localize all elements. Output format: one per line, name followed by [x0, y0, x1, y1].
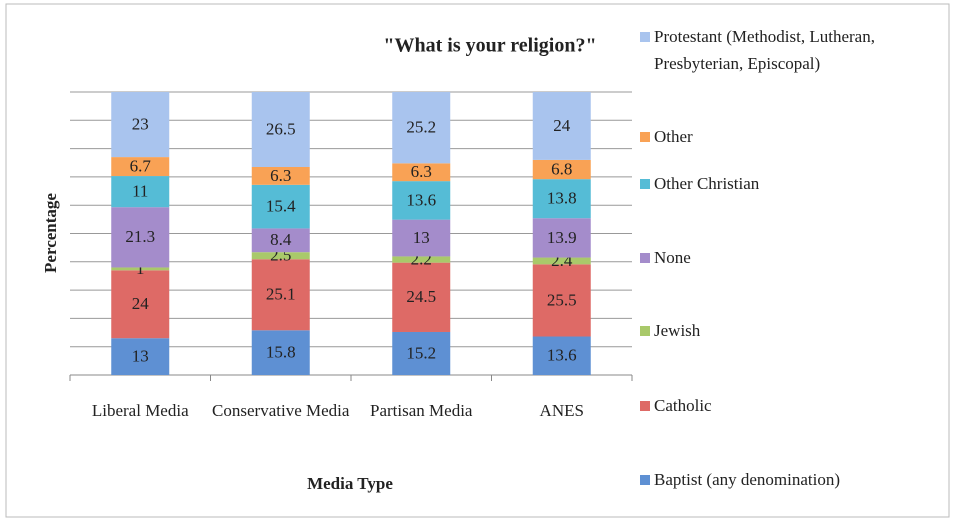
x-tick-label: Conservative Media	[212, 401, 350, 420]
bar-segment	[251, 166, 310, 185]
legend-item: None	[640, 244, 955, 271]
legend-item: Catholic	[640, 392, 955, 419]
data-label: 13.8	[547, 189, 577, 208]
bar-segment	[111, 176, 170, 208]
data-label: 1	[136, 259, 145, 278]
bar-segment	[532, 179, 591, 219]
legend-label: Other	[654, 127, 693, 146]
data-label: 6.3	[411, 162, 432, 181]
data-label: 8.4	[270, 230, 292, 249]
x-tick-label: ANES	[539, 401, 584, 420]
data-label: 24.5	[406, 287, 436, 306]
data-label: 21.3	[125, 227, 155, 246]
legend-item: Other	[640, 123, 955, 150]
bar-segment	[392, 262, 451, 332]
data-label: 13	[413, 228, 430, 247]
legend-swatch	[640, 401, 650, 411]
x-tick-label: Partisan Media	[370, 401, 473, 420]
data-label: 13	[132, 347, 149, 366]
bar-segment	[532, 336, 591, 375]
legend-label: Protestant (Methodist, Lutheran, Presbyt…	[654, 27, 875, 73]
legend-label: Catholic	[654, 396, 712, 415]
x-tick-label: Liberal Media	[91, 401, 189, 420]
legend-swatch	[640, 32, 650, 42]
data-label: 24	[553, 116, 571, 135]
y-axis-label: Percentage	[41, 193, 60, 273]
bar-segment	[251, 252, 310, 260]
bar-segment	[392, 331, 451, 375]
data-label: 6.8	[551, 159, 572, 178]
bar-segment	[111, 157, 170, 177]
bar-segment	[392, 256, 451, 263]
bar-segment	[392, 92, 451, 164]
data-label: 13.6	[547, 346, 577, 365]
data-label: 6.7	[130, 156, 152, 175]
legend-swatch	[640, 326, 650, 336]
data-label: 15.2	[406, 343, 436, 362]
data-label: 15.4	[266, 197, 296, 216]
legend-item: Baptist (any denomination)	[640, 466, 955, 493]
x-axis-label: Media Type	[307, 474, 393, 493]
legend-swatch	[640, 475, 650, 485]
legend-label: Baptist (any denomination)	[654, 470, 841, 489]
bar-segment	[111, 92, 170, 158]
legend-item: Other Christian	[640, 170, 955, 197]
legend-swatch	[640, 253, 650, 263]
bar-segment	[392, 181, 451, 220]
data-label: 11	[132, 182, 148, 201]
data-label: 26.5	[266, 119, 296, 138]
bar-segment	[392, 163, 451, 182]
bar-segment	[251, 228, 310, 253]
bar-segment	[532, 218, 591, 258]
bar-segment	[111, 207, 170, 268]
data-label: 25.5	[547, 290, 577, 309]
bar-segment	[251, 259, 310, 331]
bar-segment	[251, 330, 310, 375]
legend-label: Jewish	[654, 321, 701, 340]
data-label: 25.1	[266, 285, 296, 304]
legend-item: Protestant (Methodist, Lutheran, Presbyt…	[640, 23, 955, 77]
bar-segment	[111, 270, 170, 339]
bar-segment	[111, 338, 170, 375]
bar-segment	[111, 267, 170, 271]
bar-segment	[532, 92, 591, 160]
bar-segment	[251, 92, 310, 167]
data-label: 15.8	[266, 343, 296, 362]
data-label: 23	[132, 114, 149, 133]
data-label: 13.6	[406, 190, 436, 209]
legend-label: None	[654, 248, 691, 267]
legend-swatch	[640, 179, 650, 189]
bar-segment	[532, 257, 591, 265]
data-label: 13.9	[547, 228, 577, 247]
data-label: 25.2	[406, 118, 436, 137]
legend-label: Other Christian	[654, 174, 760, 193]
data-label: 24	[132, 294, 150, 313]
bar-segment	[392, 219, 451, 257]
legend-item: Jewish	[640, 317, 955, 344]
bar-segment	[251, 184, 310, 229]
bar-segment	[532, 264, 591, 337]
chart-title: "What is your religion?"	[383, 35, 596, 57]
data-label: 6.3	[270, 166, 291, 185]
legend-swatch	[640, 132, 650, 142]
bar-segment	[532, 159, 591, 180]
